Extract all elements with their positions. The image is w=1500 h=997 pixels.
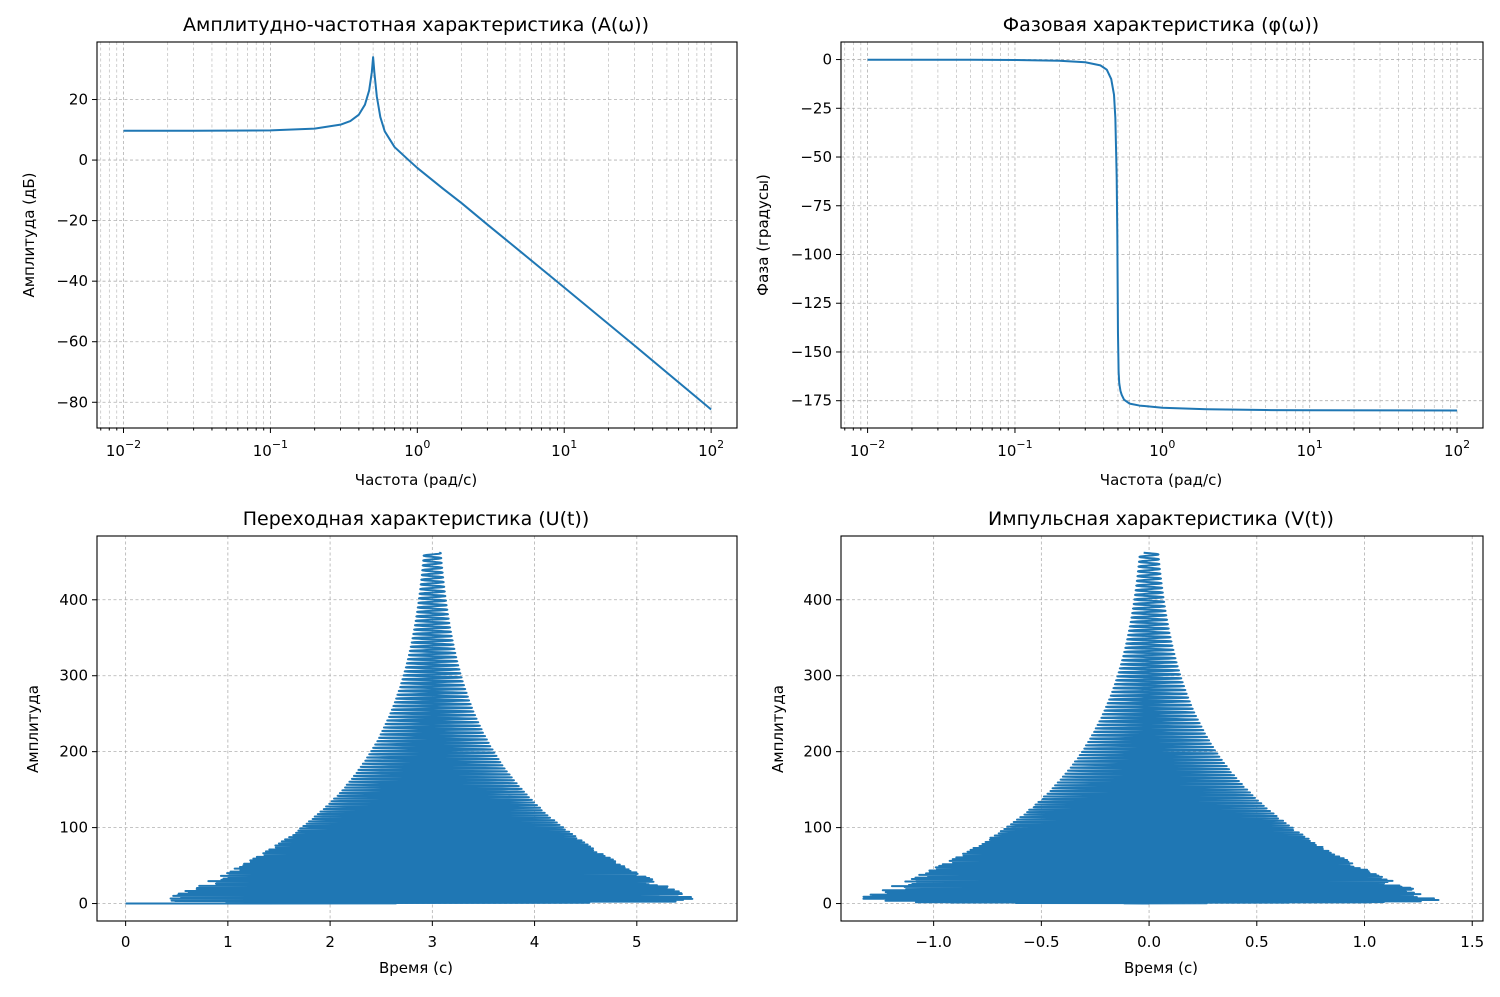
y-tick-label: −25 — [800, 99, 832, 117]
chart-title: Амплитудно-частотная характеристика (A(ω… — [183, 14, 649, 36]
plot-area-frame — [840, 41, 1484, 429]
chart-title: Импульсная характеристика (V(t)) — [988, 508, 1334, 530]
y-tick-label: −75 — [800, 197, 832, 215]
y-tick-label: −50 — [800, 148, 832, 166]
y-tick-label: −80 — [56, 393, 88, 411]
y-tick-label: 200 — [59, 743, 88, 761]
x-axis-label: Время (с) — [1124, 959, 1198, 977]
y-axis-label: Амплитуда — [24, 685, 42, 773]
y-tick-label: 0 — [822, 51, 832, 69]
y-tick-label: −125 — [791, 294, 832, 312]
x-tick-label: 1.0 — [1353, 933, 1377, 951]
subplot-step-response: Переходная характеристика (U(t)) Время (… — [24, 508, 738, 977]
y-tick-label: −150 — [791, 343, 832, 361]
series-line — [125, 551, 694, 905]
subplot-phase-response: Фазовая характеристика (φ(ω)) Частота (р… — [754, 14, 1484, 489]
y-tick-label: 400 — [59, 591, 88, 609]
chart-title: Фазовая характеристика (φ(ω)) — [1003, 14, 1319, 36]
series-line — [123, 56, 712, 411]
y-tick-label: 300 — [803, 667, 832, 685]
y-tick-label: 0 — [822, 895, 832, 913]
y-tick-label: 0 — [78, 151, 88, 169]
y-tick-label: 100 — [59, 819, 88, 837]
y-tick-label: 20 — [69, 91, 88, 109]
x-tick-label: 0.0 — [1137, 933, 1161, 951]
x-tick-label: 2 — [325, 933, 335, 951]
x-axis-label: Частота (рад/с) — [1100, 471, 1222, 489]
x-tick-label: 4 — [530, 933, 540, 951]
chart-title: Переходная характеристика (U(t)) — [243, 508, 590, 530]
x-tick-label: 3 — [428, 933, 438, 951]
y-axis-label: Амплитуда (дБ) — [20, 172, 38, 297]
y-tick-label: 0 — [78, 895, 88, 913]
y-axis-label: Фаза (градусы) — [754, 174, 772, 296]
x-tick-label: 1 — [223, 933, 233, 951]
subplot-impulse-response: Импульсная характеристика (V(t)) Время (… — [769, 508, 1484, 977]
y-tick-label: −175 — [791, 392, 832, 410]
x-tick-label: −0.5 — [1023, 933, 1059, 951]
y-tick-label: 300 — [59, 667, 88, 685]
x-tick-label: 1.5 — [1460, 933, 1484, 951]
y-tick-label: −60 — [56, 333, 88, 351]
series-line — [867, 58, 1458, 412]
y-tick-label: 400 — [803, 591, 832, 609]
y-tick-label: 200 — [803, 743, 832, 761]
y-tick-label: 100 — [803, 819, 832, 837]
plot-area-frame — [840, 535, 1484, 922]
series-line — [862, 551, 1440, 905]
plot-area-frame — [96, 535, 738, 922]
x-axis-label: Частота (рад/с) — [355, 471, 477, 489]
x-tick-label: 0.5 — [1245, 933, 1269, 951]
subplot-amplitude-response: Амплитудно-частотная характеристика (A(ω… — [20, 14, 738, 489]
y-tick-label: −40 — [56, 272, 88, 290]
x-tick-label: 0 — [121, 933, 131, 951]
y-tick-label: −20 — [56, 212, 88, 230]
x-tick-label: 5 — [632, 933, 642, 951]
x-tick-label: −1.0 — [915, 933, 951, 951]
grid — [97, 42, 737, 428]
y-tick-label: −100 — [791, 245, 832, 263]
x-axis-label: Время (с) — [379, 959, 453, 977]
y-axis-label: Амплитуда — [769, 685, 787, 773]
plot-area-frame — [96, 41, 738, 429]
